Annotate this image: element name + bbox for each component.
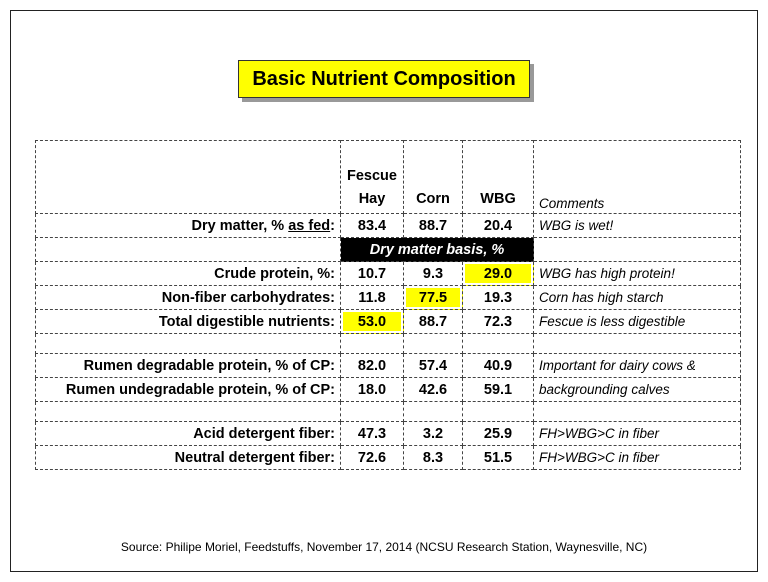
cell [533,401,741,422]
label-part: Dry matter, % [191,217,289,234]
comment: FH>WBG>C in fiber [533,445,741,470]
cell [35,140,341,214]
row-label: Rumen undegradable protein, % of CP: [35,377,341,402]
value: 18.0 [340,377,404,402]
value: 29.0 [462,261,534,286]
source: Source: Philipe Moriel, Feedstuffs, Nove… [120,540,648,554]
value: 42.6 [403,377,463,402]
value: 9.3 [403,261,463,286]
cell [35,333,341,354]
row-label: Rumen degradable protein, % of CP: [35,353,341,378]
comment: WBG is wet! [533,213,741,238]
frame [10,10,758,572]
cell [340,333,404,354]
value: 53.0 [340,309,404,334]
value: 40.9 [462,353,534,378]
value: 25.9 [462,421,534,446]
cell [462,333,534,354]
row: Non-fiber carbohydrates: 11.8 77.5 19.3 Corn… [35,285,741,310]
value: 20.4 [462,213,534,238]
band-row: Dry matter basis, % [35,237,741,262]
header-row: Fescue Hay Corn WBG Comments [35,140,741,214]
value: 77.5 [403,285,463,310]
cell [533,237,741,262]
value: 3.2 [403,421,463,446]
value: 11.8 [340,285,404,310]
value: 19.3 [462,285,534,310]
blank-row [35,401,741,422]
cell [340,401,404,422]
row: Total digestible nutrients: 53.0 88.7 72.3 F… [35,309,741,334]
blank-row [35,333,741,354]
row: Rumen undegradable protein, % of CP: 18.0… [35,377,741,402]
cell [403,401,463,422]
value: 8.3 [403,445,463,470]
row: Dry matter, % as fed: 83.4 88.7 20.4 WBG… [35,213,741,238]
comment: FH>WBG>C in fiber [533,421,741,446]
value: 72.3 [462,309,534,334]
value: 47.3 [340,421,404,446]
row-label: Non-fiber carbohydrates: [35,285,341,310]
value: 10.7 [340,261,404,286]
nutrient-table: Fescue Hay Corn WBG Comments Dry matter,… [35,140,741,470]
value: 83.4 [340,213,404,238]
row-label: Total digestible nutrients: [35,309,341,334]
row-label: Acid detergent fiber: [35,421,341,446]
comment: Important for dairy cows & [533,353,741,378]
value: 51.5 [462,445,534,470]
column-header: WBG [462,140,534,214]
row: Rumen degradable protein, % of CP: 82.0 57… [35,353,741,378]
row-label: Crude protein, %: [35,261,341,286]
comment: Corn has high starch [533,285,741,310]
value: 57.4 [403,353,463,378]
row: Acid detergent fiber: 47.3 3.2 25.9 FH>WBG>C… [35,421,741,446]
value: 88.7 [403,309,463,334]
row-label: Dry matter, % as fed: [35,213,341,238]
band: Dry matter basis, % [340,237,534,262]
cell [462,401,534,422]
column-header: Corn [403,140,463,214]
value: 82.0 [340,353,404,378]
cell [533,333,741,354]
value: 59.1 [462,377,534,402]
value: 72.6 [340,445,404,470]
row: Crude protein, %: 10.7 9.3 29.0 WBG has high… [35,261,741,286]
comment: WBG has high protein! [533,261,741,286]
label-part: as fed [288,217,331,234]
cell [403,333,463,354]
title: Basic Nutrient Composition [238,60,530,98]
column-header: Comments [533,140,741,214]
column-header: Fescue Hay [340,140,404,214]
value: 88.7 [403,213,463,238]
row: Neutral detergent fiber: 72.6 8.3 51.5 FH>WB… [35,445,741,470]
label-part: : [330,217,335,234]
cell [35,401,341,422]
cell [35,237,341,262]
comment: Fescue is less digestible [533,309,741,334]
comment: backgrounding calves [533,377,741,402]
row-label: Neutral detergent fiber: [35,445,341,470]
